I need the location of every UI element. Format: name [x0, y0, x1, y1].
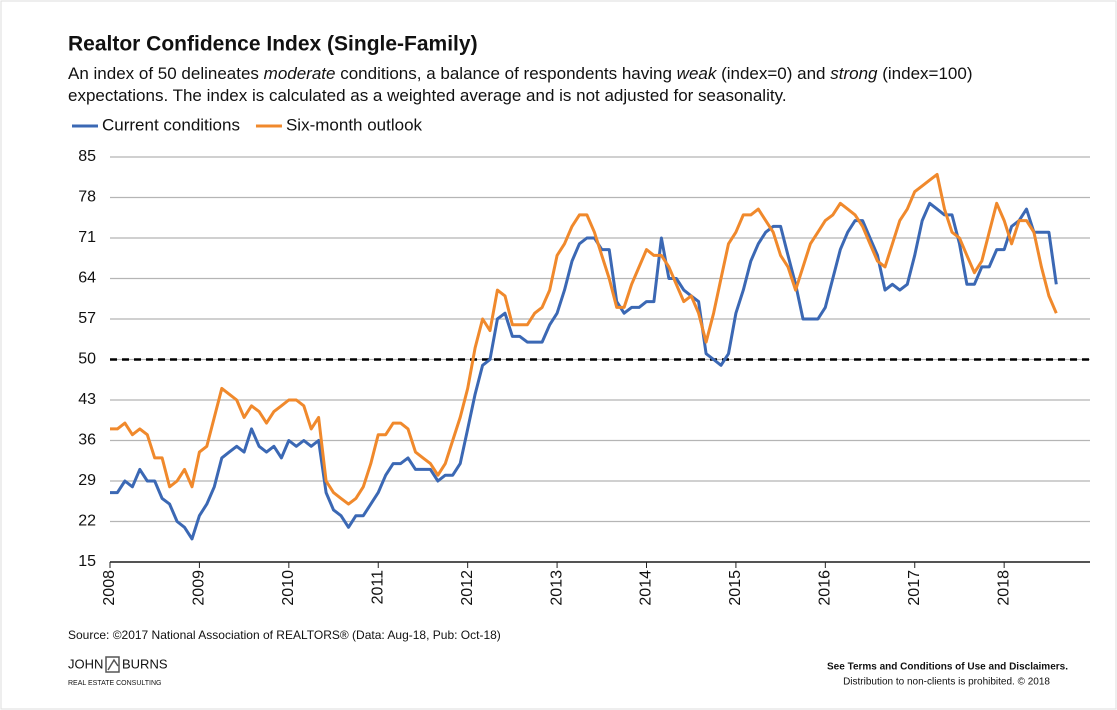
y-tick-label: 78: [78, 189, 96, 206]
x-tick-label: 2012: [459, 570, 476, 606]
disclaimer: Distribution to non-clients is prohibite…: [843, 677, 1050, 688]
subtitle-part: (index=100): [878, 64, 973, 83]
x-tick-label: 2011: [369, 570, 386, 605]
series-line: [110, 201, 1058, 541]
y-tick-label: 71: [78, 229, 96, 246]
subtitle-part: strong: [830, 64, 878, 83]
y-tick-label: 15: [78, 553, 96, 570]
subtitle: expectations. The index is calculated as…: [68, 86, 787, 105]
x-tick-label: 2008: [101, 570, 118, 606]
subtitle-part: moderate: [264, 64, 336, 83]
x-tick-label: 2016: [817, 570, 834, 606]
subtitle-part: conditions, a balance of respondents hav…: [335, 64, 676, 83]
y-tick-label: 36: [78, 432, 96, 449]
disclaimer: See Terms and Conditions of Use and Disc…: [827, 662, 1068, 673]
y-tick-label: 43: [78, 391, 96, 408]
y-tick-label: 22: [78, 513, 96, 530]
source: Source: ©2017 National Association of RE…: [68, 628, 501, 642]
logo-icon: [105, 656, 120, 673]
legend-label: Current conditions: [102, 115, 240, 134]
legend-label: Six-month outlook: [286, 115, 423, 134]
y-tick-label: 50: [78, 351, 96, 368]
x-tick-label: 2013: [548, 570, 565, 606]
series-line: [110, 172, 1058, 506]
x-tick-label: 2009: [191, 570, 208, 606]
x-tick-label: 2010: [280, 570, 297, 606]
x-tick-label: 2018: [995, 570, 1012, 606]
y-tick-label: 57: [78, 310, 96, 327]
subtitle-part: (index=0) and: [716, 64, 830, 83]
logo-right: BURNS: [122, 656, 168, 671]
chart-title: Realtor Confidence Index (Single-Family): [68, 33, 478, 56]
subtitle: An index of 50 delineates moderate condi…: [68, 64, 972, 83]
x-tick-label: 2017: [906, 570, 923, 606]
subtitle-part: An index of 50 delineates: [68, 64, 264, 83]
logo-tagline: REAL ESTATE CONSULTING: [68, 680, 161, 687]
x-tick-label: 2014: [638, 570, 655, 606]
x-tick-label: 2015: [727, 570, 744, 606]
y-tick-label: 64: [78, 270, 96, 287]
logo-mark: [107, 658, 119, 671]
y-tick-label: 85: [78, 148, 96, 165]
subtitle-part: weak: [677, 64, 718, 83]
subtitle-part: expectations. The index is calculated as…: [68, 86, 787, 105]
y-tick-label: 29: [78, 472, 96, 489]
logo-left: JOHN: [68, 656, 103, 671]
